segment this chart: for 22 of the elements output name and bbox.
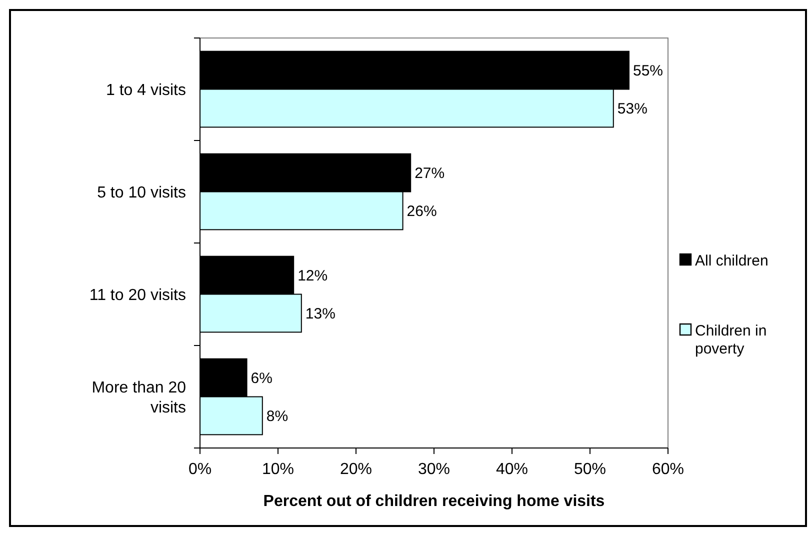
x-tick-label: 10%: [262, 461, 294, 478]
data-label: 53%: [617, 100, 648, 118]
data-label: 26%: [406, 202, 437, 220]
x-tick-label: 40%: [496, 461, 528, 478]
x-tick-label: 0%: [188, 461, 212, 478]
y-tick-label: More than 20 visits: [92, 379, 186, 416]
y-tick-label: 5 to 10 visits: [97, 184, 186, 202]
x-tick-label: 60%: [652, 461, 684, 478]
data-label: 12%: [298, 268, 328, 285]
data-label: 8%: [266, 408, 288, 425]
data-label: 27%: [414, 165, 445, 182]
x-tick-label: 20%: [340, 461, 372, 478]
x-tick-label: 50%: [574, 461, 606, 478]
y-tick-label: 1 to 4 visits: [106, 82, 186, 99]
x-tick-label: 30%: [418, 461, 450, 478]
legend-label: Children in poverty: [695, 322, 767, 358]
x-axis-title: Percent out of children receiving home visits: [263, 493, 605, 510]
data-label: 55%: [633, 62, 664, 80]
data-label: 6%: [250, 370, 272, 388]
y-tick-label: 11 to 20 visits: [89, 286, 186, 304]
data-label: 13%: [305, 305, 336, 322]
legend-label: All children: [695, 252, 768, 270]
